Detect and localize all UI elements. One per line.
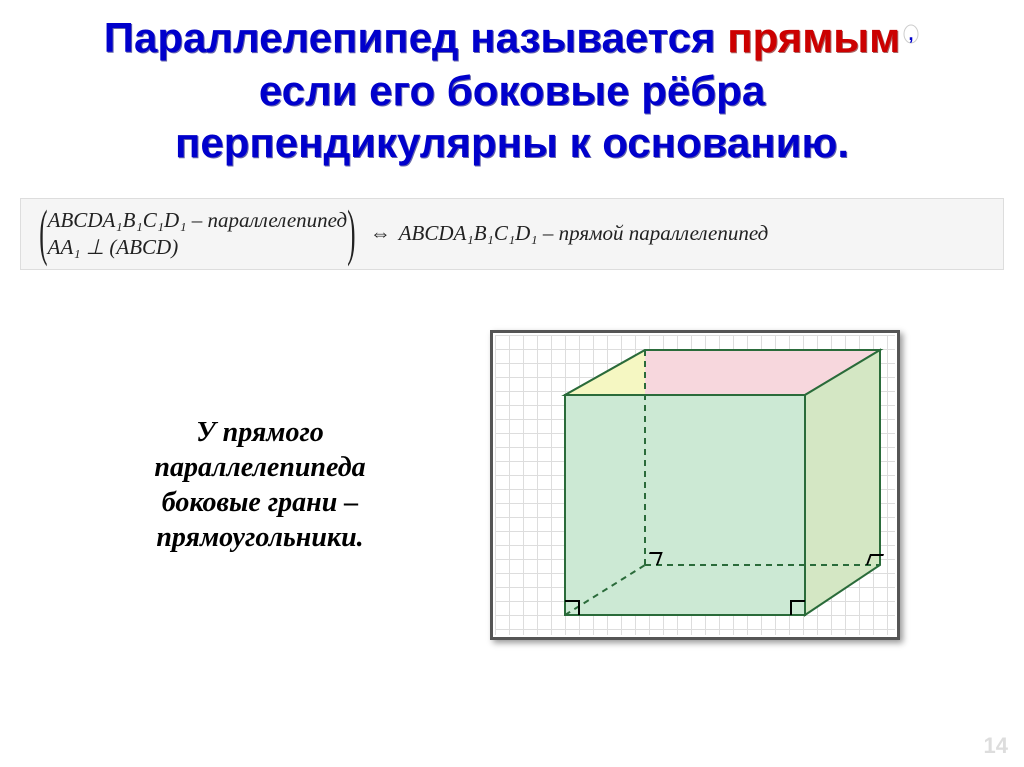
svg-text:,: , — [909, 24, 914, 44]
fact-line3: боковые грани – — [70, 485, 450, 520]
title-line2: если его боковые рёбра — [0, 65, 1024, 118]
formula-row2: AA₁ ⊥ (ABCD) — [48, 234, 347, 261]
formula-box: ( ABCDA₁B₁C₁D₁ – параллелепипед AA₁ ⊥ (A… — [20, 198, 1004, 271]
slide-number: 14 — [984, 733, 1008, 759]
title-line1-accent: прямым — [727, 14, 900, 61]
slide-title: Параллелепипед называется прямым, если е… — [0, 0, 1024, 170]
parallelepiped-diagram — [495, 335, 895, 635]
iff-symbol: ⇔ — [370, 221, 391, 246]
title-line3: перпендикулярны к основанию. — [0, 117, 1024, 170]
fact-line1: У прямого — [70, 415, 450, 450]
formula-row1: ABCDA₁B₁C₁D₁ – параллелепипед — [48, 207, 347, 234]
fact-line2: параллелепипеда — [70, 450, 450, 485]
comma-icon: , — [902, 12, 920, 65]
title-line1-main: Параллелепипед называется — [104, 14, 727, 61]
fact-line4: прямоугольники. — [70, 520, 450, 555]
figure-frame — [490, 330, 900, 640]
formula-right: ABCDA₁B₁C₁D₁ – прямой параллелепипед — [399, 221, 769, 246]
fact-text: У прямого параллелепипеда боковые грани … — [70, 415, 450, 555]
paren-left-icon: ( — [39, 209, 47, 259]
paren-right-icon: ) — [347, 209, 355, 259]
